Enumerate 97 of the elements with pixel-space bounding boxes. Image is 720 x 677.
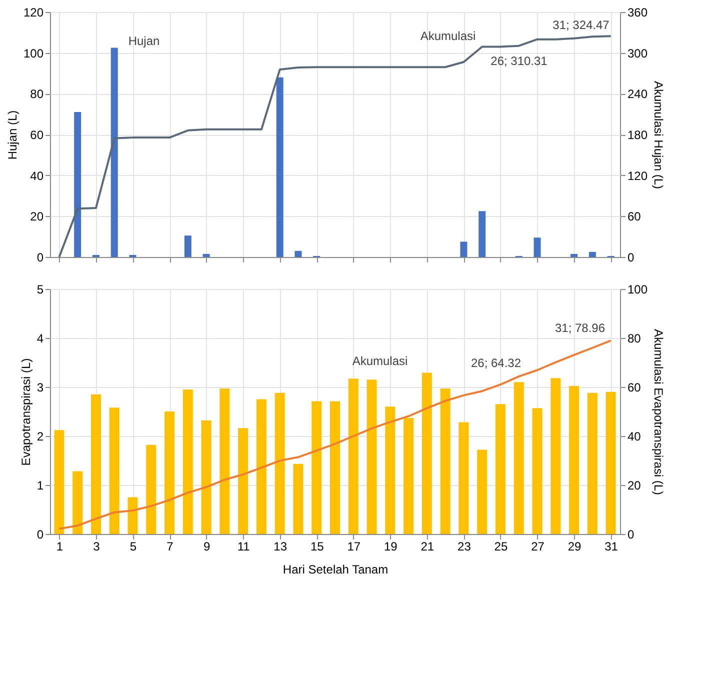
annotation: 31; 78.96	[554, 321, 606, 335]
x-tick-label: 29	[568, 540, 582, 554]
x-tick-label: 3	[93, 540, 100, 554]
bar	[184, 236, 192, 257]
bar	[588, 252, 596, 257]
x-tick-label: 1	[56, 540, 64, 554]
y-tick-label: 1	[36, 478, 44, 492]
annotation: Hujan	[128, 34, 160, 48]
annotation: 26; 310.31	[490, 54, 548, 68]
x-tick-label: 15	[310, 540, 324, 554]
bar	[569, 386, 580, 534]
bar	[422, 372, 432, 534]
bar	[164, 412, 175, 534]
y2-tick-label: 40	[628, 430, 642, 444]
bar	[109, 408, 120, 534]
y-tick-label: 4	[36, 332, 44, 346]
y2-tick-label: 80	[628, 332, 642, 346]
bar	[606, 392, 616, 534]
y-tick-label: 120	[23, 6, 44, 20]
x-tick-label: 21	[420, 540, 434, 554]
annotation: Akumulasi	[352, 354, 408, 368]
x-tick-label: 25	[494, 540, 508, 554]
y2-tick-label: 240	[628, 87, 648, 102]
y-tick-label: 80	[30, 87, 44, 102]
bar	[385, 406, 396, 534]
y-tick-label: 40	[30, 168, 44, 183]
y-tick-label: 100	[23, 46, 44, 60]
y2-tick-label: 0	[628, 528, 634, 542]
bar	[54, 430, 64, 534]
y2-tick-label: 20	[628, 478, 642, 492]
bar	[514, 382, 524, 534]
bar	[220, 388, 230, 534]
bar	[477, 450, 488, 534]
bar	[330, 401, 340, 534]
bar	[440, 388, 450, 534]
y-tick-label: 60	[30, 128, 44, 142]
x-tick-label: 7	[166, 540, 174, 554]
x-tick-label: 27	[531, 540, 545, 554]
x-tick-label: 13	[274, 540, 288, 554]
y2-tick-label: 120	[628, 168, 648, 183]
bar	[404, 418, 414, 534]
x-axis-title: Hari Setelah Tanam	[282, 562, 388, 576]
y2-tick-label: 180	[628, 128, 648, 142]
bar	[128, 497, 138, 534]
bar	[294, 250, 302, 257]
x-tick-label: 23	[458, 540, 472, 554]
bar	[90, 394, 101, 534]
bar	[460, 242, 468, 257]
x-tick-label: 31	[604, 540, 618, 554]
x-tick-label: 9	[203, 540, 210, 554]
bar	[495, 404, 506, 534]
bar	[458, 422, 469, 534]
y2-axis-title: Akumulasi Hujan (L)	[652, 80, 666, 190]
y-axis-title: Hujan (L)	[5, 110, 20, 160]
annotation: 31; 324.47	[552, 18, 610, 32]
x-tick-label: 17	[347, 540, 361, 554]
annotation: 26; 64.32	[470, 356, 522, 370]
x-tick-label: 5	[130, 540, 137, 554]
y-tick-label: 20	[30, 210, 44, 224]
y-tick-label: 5	[36, 282, 44, 296]
y-axis-title: Evapotranspirasi (L)	[18, 358, 33, 466]
bar	[366, 380, 377, 534]
bar	[312, 401, 322, 534]
bar	[274, 392, 285, 534]
y-tick-label: 0	[36, 250, 44, 264]
bar	[182, 389, 193, 534]
x-tick-label: 19	[384, 540, 398, 554]
y2-tick-label: 100	[628, 282, 648, 296]
y-tick-label: 2	[36, 430, 44, 444]
y2-tick-label: 300	[628, 46, 648, 60]
bar	[74, 112, 82, 257]
y2-tick-label: 0	[628, 250, 634, 264]
y2-tick-label: 360	[628, 6, 648, 20]
bar	[202, 254, 210, 257]
bar	[276, 77, 284, 257]
bar	[587, 392, 598, 534]
bar	[293, 464, 304, 534]
y2-tick-label: 60	[628, 210, 642, 224]
line-series	[58, 340, 612, 530]
bar	[570, 254, 578, 257]
bar	[532, 408, 542, 534]
x-tick-label: 11	[237, 540, 250, 554]
bar	[201, 420, 212, 534]
annotation: Akumulasi	[420, 29, 476, 43]
bar	[534, 238, 541, 257]
bar	[348, 378, 358, 534]
bar	[550, 378, 561, 534]
y-tick-label: 0	[36, 528, 44, 542]
y2-axis-title: Akumulasi Evapotranspirasi (L)	[652, 328, 666, 496]
bar	[110, 48, 118, 257]
bar	[256, 399, 266, 534]
bar	[238, 428, 248, 534]
bar	[478, 211, 486, 257]
y2-tick-label: 60	[628, 380, 642, 394]
bar	[146, 444, 156, 534]
bar	[72, 471, 83, 534]
y-tick-label: 3	[36, 380, 44, 394]
